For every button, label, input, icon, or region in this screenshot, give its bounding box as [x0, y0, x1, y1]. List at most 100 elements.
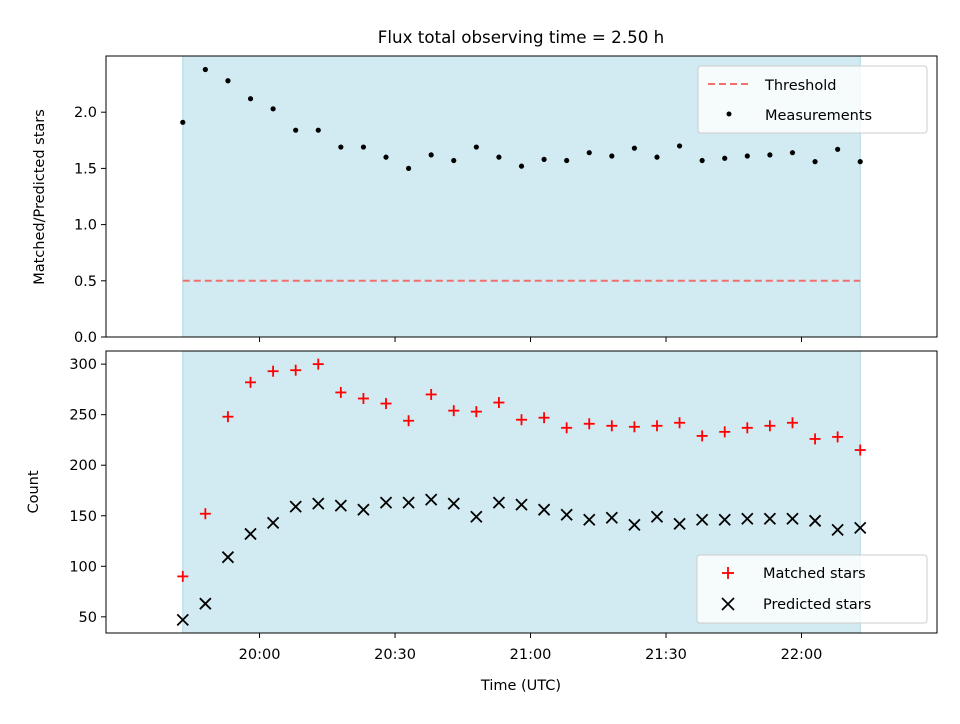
measurement-point	[315, 127, 321, 133]
legend-matched-swatch	[722, 567, 734, 579]
matched-star-point	[177, 570, 189, 582]
bottom-legend-frame	[696, 554, 928, 624]
measurement-point	[744, 153, 750, 159]
predicted-star-point	[628, 518, 641, 531]
bottom-y-tick-label: 100	[69, 559, 97, 575]
matched-star-point	[199, 508, 211, 520]
measurement-point	[767, 152, 773, 158]
predicted-star-point	[425, 493, 438, 506]
predicted-star-point	[176, 613, 189, 626]
bottom-y-tick-label: 250	[69, 408, 97, 424]
matched-star-point	[245, 376, 257, 388]
measurement-point	[473, 144, 479, 150]
legend-predicted-swatch	[721, 597, 735, 611]
measurement-point	[789, 150, 796, 156]
bottom-panel: 50 100 150 200 250 300 20:00 20:30 21:00 21:30 22…	[26, 350, 938, 694]
x-axis-label: Time (UTC)	[480, 678, 561, 694]
x-tick-label: 21:30	[645, 647, 687, 663]
matched-star-point	[357, 393, 369, 405]
matched-star-point	[516, 414, 527, 426]
predicted-star-point	[763, 512, 777, 525]
top-axes-frame	[105, 55, 938, 338]
measurement-point	[496, 154, 502, 160]
predicted-star-point	[199, 597, 212, 610]
chart-title: Flux total observing time = 2.50 h	[378, 27, 664, 47]
matched-star-point	[786, 417, 798, 429]
predicted-star-point	[741, 512, 754, 525]
predicted-star-point	[312, 497, 325, 510]
matched-star-point	[425, 388, 437, 400]
matched-star-point	[674, 417, 686, 429]
predicted-star-point	[786, 512, 799, 525]
matched-star-point	[809, 433, 821, 445]
top-y-tick-label: 0.0	[74, 330, 97, 346]
predicted-star-point	[808, 514, 822, 527]
predicted-star-point	[650, 510, 664, 523]
measurement-point	[586, 150, 592, 156]
top-panel: 0.00.51.01.52.0 Matched/Predicted stars …	[32, 55, 938, 346]
matched-star-point	[719, 426, 731, 438]
measurement-point	[451, 157, 457, 164]
measurement-point	[225, 78, 231, 84]
legend-matched-label: Matched stars	[763, 566, 866, 582]
predicted-star-point	[447, 497, 460, 510]
matched-star-point	[290, 364, 302, 376]
measurement-point	[293, 127, 299, 133]
matched-star-point	[561, 422, 573, 434]
predicted-star-point	[402, 496, 415, 509]
matched-star-point	[538, 412, 550, 424]
x-tick-label: 21:00	[510, 647, 552, 663]
top-y-tick-label: 0.5	[74, 274, 97, 290]
legend-measurements-label: Measurements	[765, 108, 872, 124]
measurement-point	[383, 154, 389, 160]
matched-star-point	[222, 411, 234, 423]
top-legend-frame	[697, 65, 928, 134]
bottom-axes-frame	[105, 350, 938, 634]
predicted-star-point	[605, 511, 618, 524]
matched-star-point	[628, 421, 640, 433]
predicted-star-point	[357, 503, 370, 516]
predicted-star-point	[379, 496, 393, 509]
matched-star-point	[696, 430, 708, 442]
top-legend: Threshold Measurements	[697, 65, 928, 134]
predicted-star-point	[470, 510, 483, 523]
bottom-legend: Matched stars Predicted stars	[696, 554, 928, 624]
matched-star-point	[832, 431, 844, 443]
matched-star-point	[267, 365, 279, 377]
top-y-axis-label: Matched/Predicted stars	[32, 109, 48, 285]
measurement-point	[812, 159, 818, 165]
predicted-star-point	[492, 496, 506, 509]
measurement-point	[609, 153, 615, 159]
predicted-star-point	[854, 521, 867, 535]
matched-star-point	[335, 386, 347, 398]
matched-star-point	[606, 420, 618, 432]
legend-predicted-label: Predicted stars	[763, 597, 871, 613]
top-y-tick-label: 1.0	[74, 218, 97, 234]
matched-star-point	[312, 358, 324, 370]
measurement-point	[338, 144, 344, 150]
matched-star-point	[651, 420, 663, 432]
predicted-star-point	[334, 499, 347, 512]
matched-star-point	[470, 406, 482, 418]
predicted-star-point	[266, 516, 280, 529]
matched-star-point	[403, 415, 415, 427]
measurement-point	[360, 144, 367, 150]
bottom-y-tick-label: 200	[69, 458, 97, 474]
predicted-star-point	[289, 500, 302, 513]
bottom-y-tick-label: 300	[69, 357, 97, 373]
matched-star-point	[764, 420, 776, 432]
top-y-tick-label: 2.0	[74, 105, 97, 121]
x-tick-label: 22:00	[781, 647, 823, 663]
measurement-point	[247, 96, 254, 102]
measurement-point	[654, 154, 660, 160]
measurement-point	[541, 156, 547, 163]
bottom-y-tick-label: 50	[79, 610, 97, 626]
measurement-point	[857, 159, 863, 165]
measurement-point	[631, 145, 638, 151]
measurement-point	[202, 66, 208, 73]
predicted-star-point	[221, 551, 235, 564]
matched-star-point	[741, 422, 753, 434]
measurement-point	[699, 157, 705, 164]
